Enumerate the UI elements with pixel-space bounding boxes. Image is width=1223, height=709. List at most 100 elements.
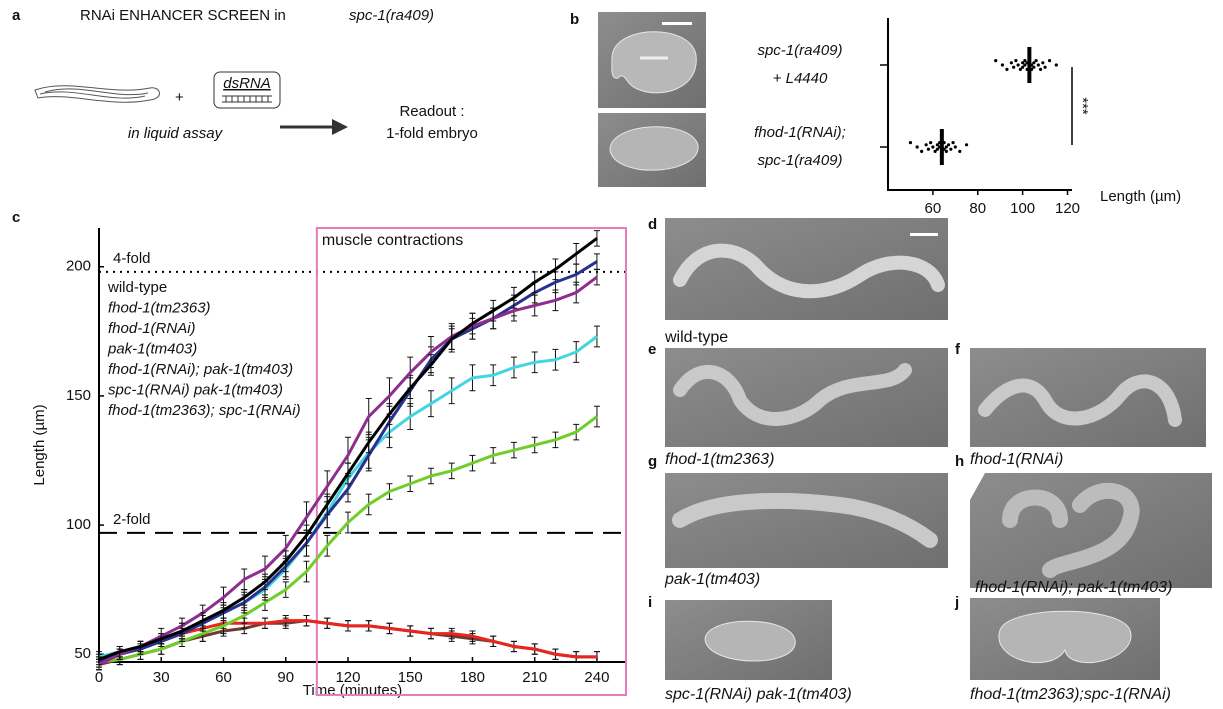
- category-label: spc-1(ra409): [757, 42, 842, 59]
- legend-entry: fhod-1(tm2363); spc-1(RNAi): [108, 402, 301, 419]
- reference-label: 2-fold: [113, 511, 151, 528]
- data-point: [908, 141, 913, 145]
- micrograph-caption: fhod-1(RNAi); pak-1(tm403): [975, 579, 1172, 596]
- readout: 1-fold embryo: [386, 125, 478, 142]
- reference-label: 4-fold: [113, 250, 151, 267]
- panel-letter: h: [955, 453, 964, 470]
- data-point: [926, 147, 930, 151]
- data-point: [933, 149, 937, 153]
- micrograph-caption: pak-1(tm403): [664, 571, 760, 588]
- error-bar: [593, 325, 600, 348]
- legend-entry: fhod-1(tm2363): [108, 299, 211, 316]
- x-tick-label: 100: [1010, 200, 1035, 217]
- data-point: [1036, 63, 1040, 67]
- panel-letter: g: [648, 453, 657, 470]
- data-point: [1009, 61, 1014, 65]
- data-point: [1000, 63, 1005, 67]
- worm-drawing: [34, 85, 160, 103]
- micrograph-caption: spc-1(RNAi) pak-1(tm403): [665, 686, 852, 703]
- panel-title: RNAi ENHANCER SCREEN in: [80, 7, 286, 24]
- panel-letter: e: [648, 341, 656, 358]
- micrograph-caption: fhod-1(tm2363);spc-1(RNAi): [970, 686, 1171, 703]
- data-point: [958, 149, 962, 153]
- data-point: [1034, 59, 1038, 63]
- data-point: [924, 143, 928, 147]
- readout: Readout :: [399, 103, 464, 120]
- data-point: [1043, 65, 1047, 69]
- y-tick-label: 100: [66, 516, 91, 533]
- x-tick-label: 80: [969, 200, 986, 217]
- plus: +: [175, 89, 184, 106]
- legend-entry: fhod-1(RNAi): [108, 320, 196, 337]
- data-point: [944, 145, 948, 149]
- micrograph-caption: fhod-1(tm2363): [665, 451, 774, 468]
- data-point: [1054, 63, 1058, 67]
- data-point: [949, 147, 953, 151]
- data-point: [994, 59, 998, 63]
- category-label: + L4440: [773, 70, 828, 87]
- category-label: fhod-1(RNAi);: [754, 124, 846, 141]
- x-tick-label: 180: [460, 669, 485, 686]
- data-point: [1016, 63, 1020, 67]
- data-point: [920, 149, 924, 153]
- axis: [887, 18, 1072, 191]
- micrograph-caption: wild-type: [664, 329, 728, 346]
- x-tick-label: 150: [398, 669, 423, 686]
- data-point: [1023, 59, 1027, 63]
- micrograph: [598, 12, 706, 187]
- data-point: [1032, 61, 1036, 65]
- panel-letter: f: [955, 341, 961, 358]
- legend-entry: wild-type: [107, 279, 167, 296]
- data-point: [915, 145, 919, 149]
- legend-entry: pak-1(tm403): [107, 340, 197, 357]
- significance: ***: [1074, 97, 1091, 115]
- data-point: [1021, 65, 1025, 69]
- data-point: [1005, 67, 1009, 71]
- data-point: [946, 143, 951, 147]
- legend-entry: fhod-1(RNAi); pak-1(tm403): [108, 361, 293, 378]
- error-bar: [593, 651, 600, 663]
- data-point: [1021, 61, 1025, 65]
- x-tick-label: 0: [95, 669, 103, 686]
- series-line: [98, 237, 598, 661]
- legend-entry: spc-1(RNAi) pak-1(tm403): [108, 381, 283, 398]
- axis: [98, 228, 626, 663]
- data-point: [953, 145, 957, 149]
- error-bar: [593, 268, 600, 286]
- micrograph: [665, 218, 1212, 680]
- dsrna-label: dsRNA: [223, 75, 271, 92]
- condition: in liquid assay: [128, 125, 224, 142]
- data-point: [1023, 63, 1027, 67]
- y-axis-label: Length (µm): [31, 404, 48, 485]
- data-point: [1041, 61, 1045, 65]
- data-point: [935, 143, 939, 147]
- region-label: muscle contractions: [322, 232, 463, 249]
- micrograph-caption: fhod-1(RNAi): [970, 451, 1063, 468]
- data-point: [1032, 65, 1036, 69]
- x-tick-label: 30: [153, 669, 170, 686]
- panel-letter: b: [570, 11, 579, 28]
- x-tick-label: 60: [215, 669, 232, 686]
- x-axis-label: Length (µm): [1100, 188, 1181, 205]
- data-point: [1014, 59, 1018, 63]
- panel-letter: d: [648, 216, 657, 233]
- error-bar: [593, 230, 600, 247]
- data-point: [951, 141, 955, 145]
- data-point: [944, 149, 948, 153]
- region-box: [315, 227, 627, 696]
- dsrna-tube: [213, 71, 281, 109]
- y-tick-label: 50: [74, 645, 91, 662]
- data-point: [1047, 59, 1052, 63]
- category-label: spc-1(ra409): [757, 152, 842, 169]
- panel-letter: i: [648, 594, 652, 611]
- arrow-head: [332, 119, 348, 135]
- x-tick-label: 60: [925, 200, 942, 217]
- panel-letter: a: [12, 7, 21, 24]
- data-point: [1012, 65, 1016, 69]
- data-point: [931, 145, 935, 149]
- panel-letter: j: [954, 594, 959, 611]
- panel-letter: c: [12, 209, 20, 226]
- x-tick-label: 120: [335, 669, 360, 686]
- x-tick-label: 120: [1055, 200, 1080, 217]
